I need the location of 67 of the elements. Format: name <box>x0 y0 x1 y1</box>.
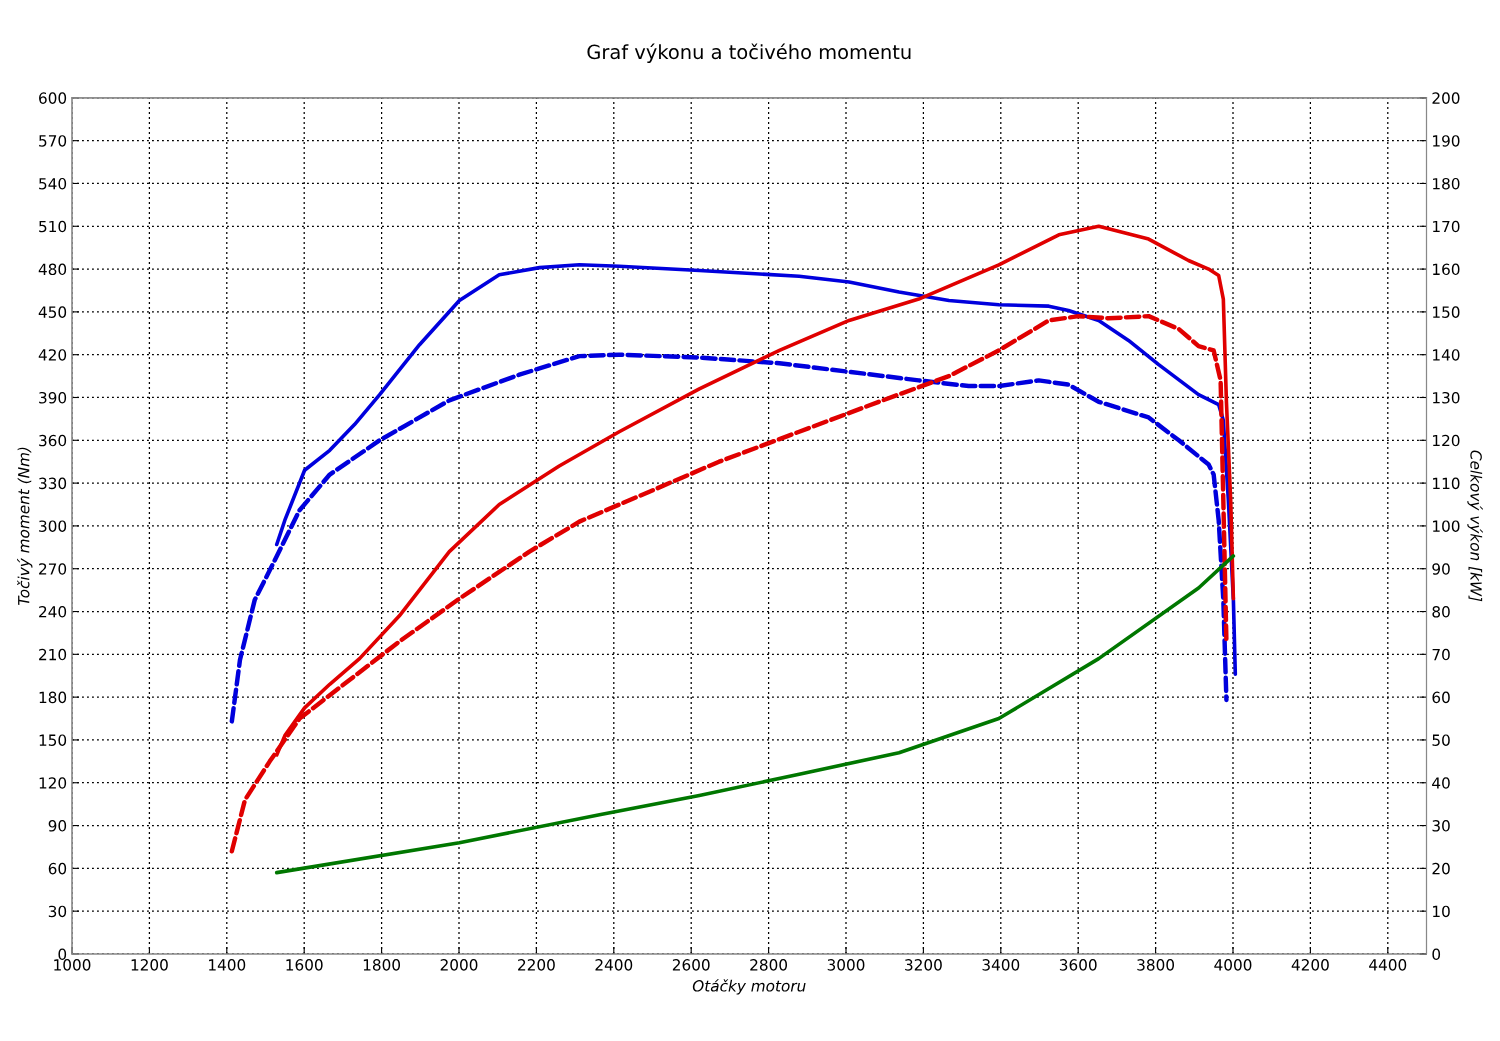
y-tick-label: 300 <box>39 520 67 532</box>
line-series <box>274 262 1238 677</box>
x-tick-label: 2000 <box>440 959 478 971</box>
y2-tick-label: 40 <box>1432 777 1450 789</box>
x-tick-label: 2200 <box>518 959 555 971</box>
y2-tick-label: 80 <box>1432 605 1450 618</box>
y-tick-label: 120 <box>39 777 67 789</box>
y-tick-label: 240 <box>39 605 67 618</box>
y-tick-label: 210 <box>39 648 67 661</box>
x-tick-label: 4400 <box>1369 959 1407 971</box>
y2-tick-label: 150 <box>1433 306 1460 318</box>
y2-tick-label: 60 <box>1432 691 1450 704</box>
y2-axis-title: Celkový výkon [kW] <box>1467 450 1483 602</box>
y2-tick-label: 70 <box>1432 648 1450 661</box>
x-tick-label: 1400 <box>209 959 246 971</box>
y-tick-label: 90 <box>48 820 67 832</box>
x-tick-label: 4200 <box>1291 959 1329 971</box>
y2-tick-label: 110 <box>1433 477 1460 490</box>
x-tick-label: 3000 <box>827 959 865 971</box>
x-axis-title: Otáčky motoru <box>692 979 806 995</box>
y2-tick-label: 180 <box>1433 177 1460 190</box>
y-tick-label: 360 <box>39 434 67 447</box>
y-tick-label: 0 <box>58 948 67 960</box>
line-series <box>229 352 1229 724</box>
y-tick-label: 450 <box>38 306 67 318</box>
y2-tick-label: 10 <box>1433 905 1450 918</box>
y2-tick-label: 0 <box>1432 948 1441 960</box>
y2-tick-label: 120 <box>1433 434 1460 447</box>
x-tick-label: 3800 <box>1137 959 1175 971</box>
y-tick-label: 150 <box>39 734 67 746</box>
x-tick-label: 1200 <box>131 959 168 971</box>
y-tick-label: 60 <box>48 862 67 875</box>
y-tick-label: 30 <box>48 905 67 918</box>
y-tick-label: 510 <box>39 220 67 233</box>
x-tick-label: 2800 <box>750 959 788 971</box>
y-tick-label: 420 <box>38 349 67 361</box>
y-axis-title: Točivý moment (Nm) <box>17 447 33 606</box>
x-tick-label: 1800 <box>363 959 401 971</box>
y-tick-label: 390 <box>39 391 67 404</box>
y-tick-label: 600 <box>39 92 67 104</box>
y2-tick-label: 20 <box>1432 862 1450 875</box>
y2-tick-label: 50 <box>1432 734 1450 746</box>
y2-tick-label: 190 <box>1433 135 1460 147</box>
y2-tick-label: 130 <box>1433 391 1460 404</box>
y-tick-label: 570 <box>39 135 67 147</box>
x-tick-label: 2600 <box>672 959 710 971</box>
y-tick-label: 270 <box>39 563 67 575</box>
y2-tick-label: 100 <box>1433 520 1460 532</box>
y-tick-label: 180 <box>39 691 67 704</box>
x-tick-label: 3400 <box>982 959 1020 971</box>
x-tick-label: 4000 <box>1214 959 1252 971</box>
y2-tick-label: 140 <box>1433 349 1460 361</box>
y-tick-label: 540 <box>39 177 67 190</box>
y-tick-label: 330 <box>39 477 67 490</box>
y2-tick-label: 200 <box>1432 92 1460 104</box>
y2-tick-label: 170 <box>1433 220 1460 233</box>
y2-tick-label: 160 <box>1433 263 1460 276</box>
x-tick-label: 3200 <box>905 959 942 971</box>
chart-title: Graf výkonu a točivého momentu <box>587 43 911 64</box>
line-series <box>274 554 1236 875</box>
x-tick-label: 1000 <box>54 959 91 971</box>
x-tick-label: 3600 <box>1059 959 1097 971</box>
y2-tick-label: 90 <box>1432 563 1450 575</box>
x-tick-label: 2400 <box>595 959 633 971</box>
x-tick-label: 1600 <box>286 959 323 971</box>
y2-tick-label: 30 <box>1432 820 1450 832</box>
y-tick-label: 480 <box>38 263 67 276</box>
